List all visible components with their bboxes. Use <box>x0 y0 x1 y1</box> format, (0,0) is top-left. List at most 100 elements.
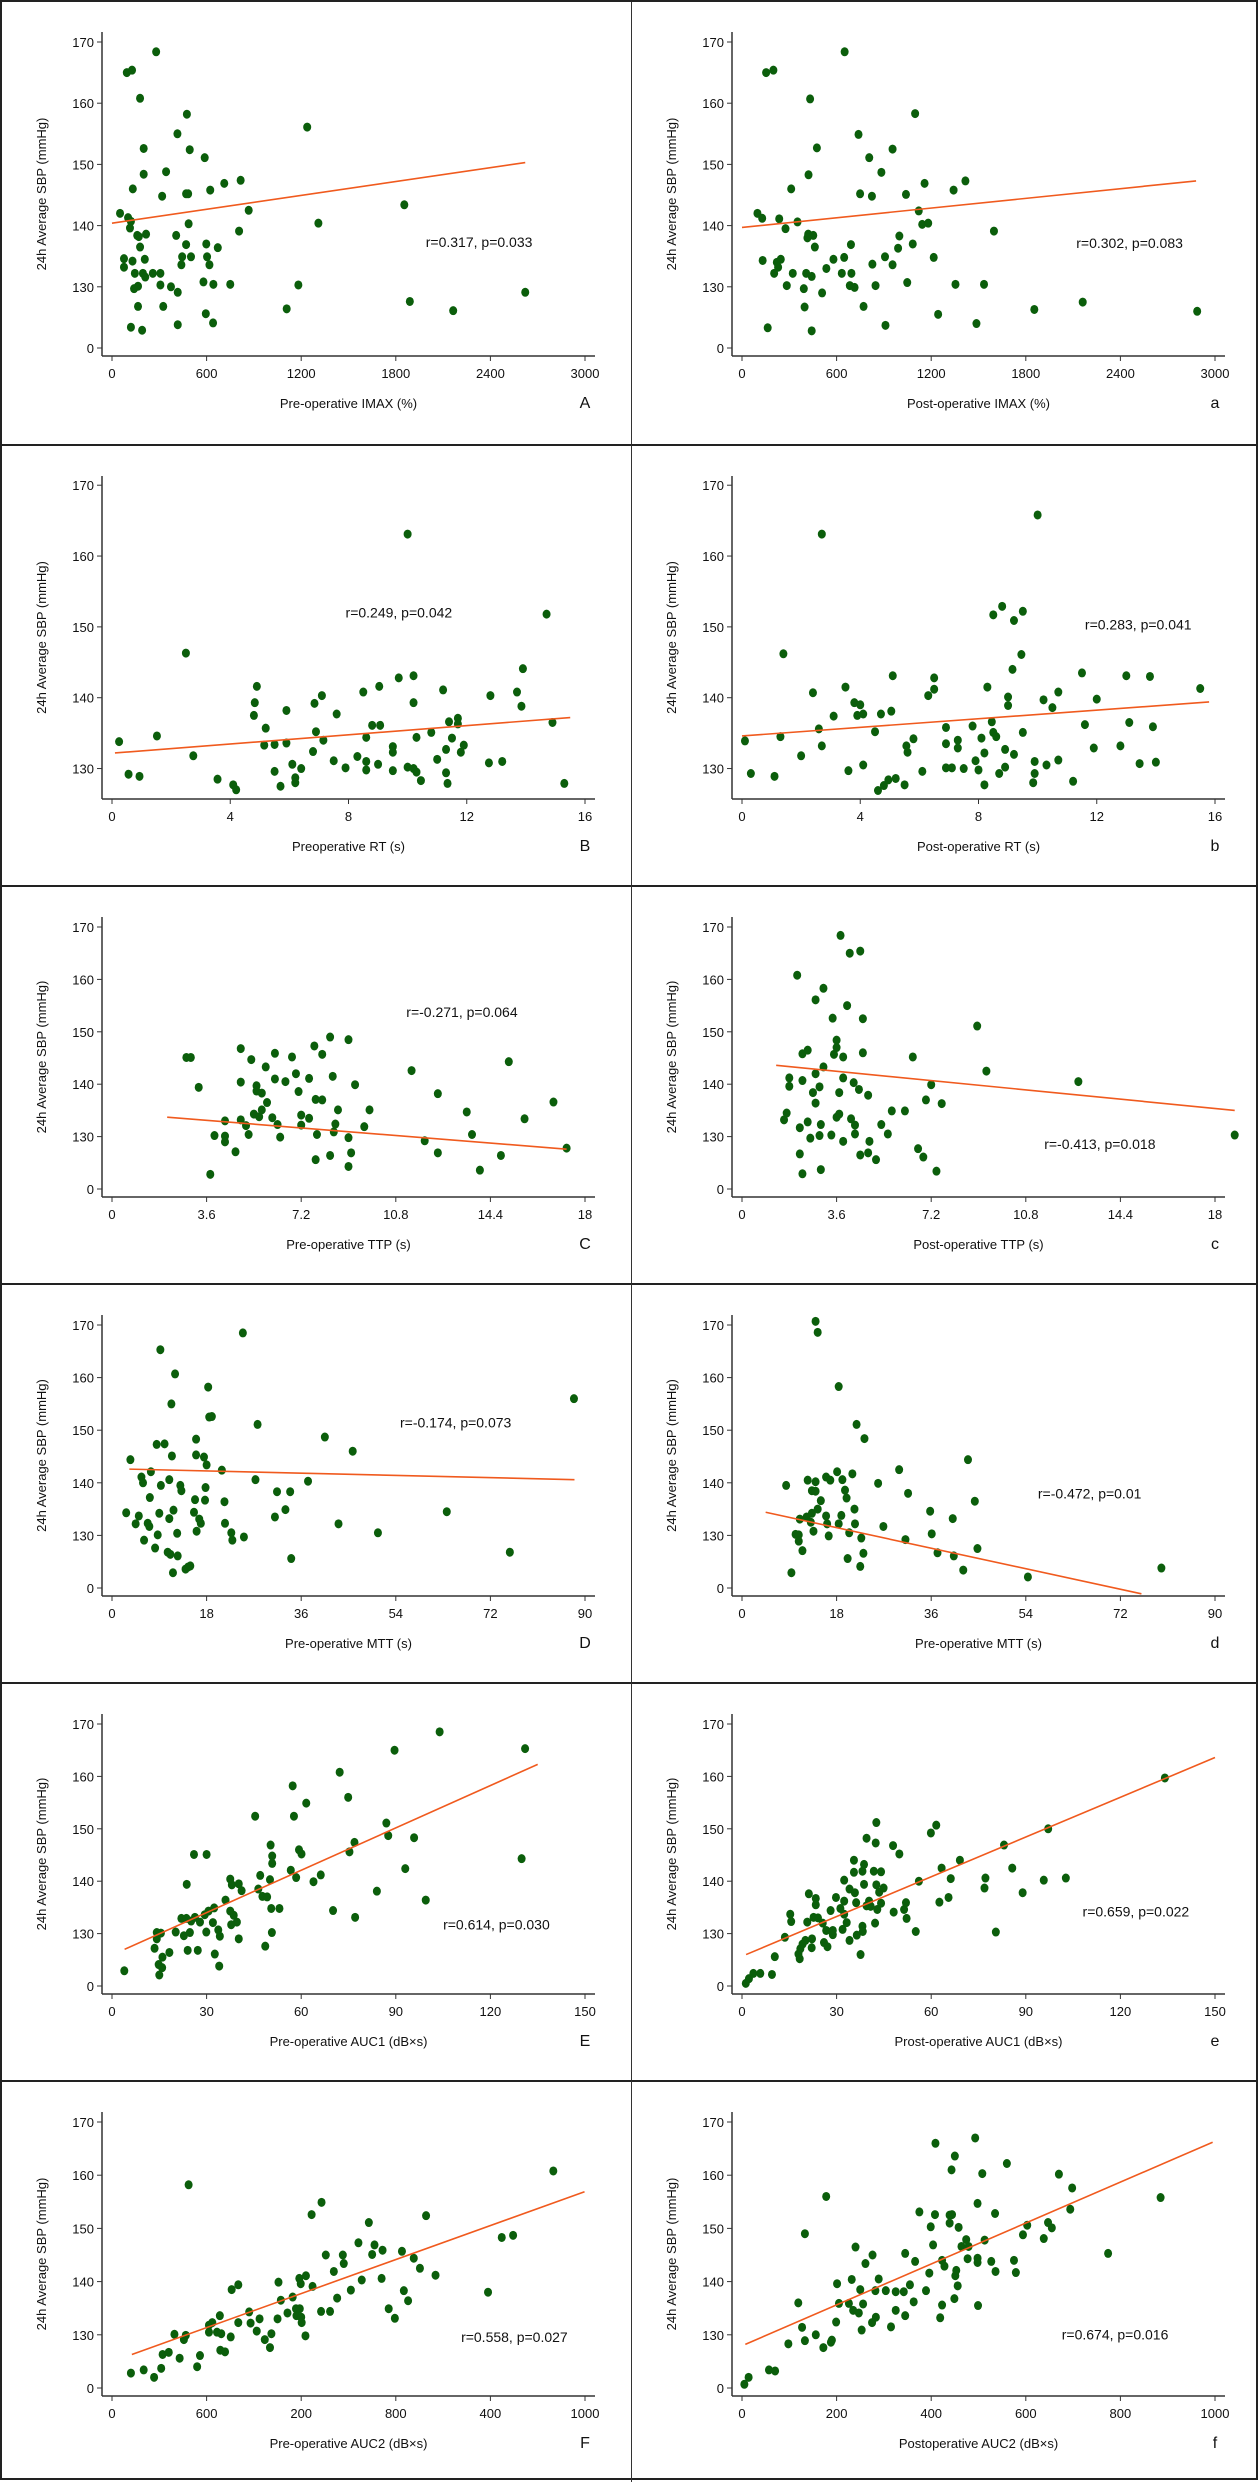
data-point <box>135 771 144 781</box>
data-point <box>1030 769 1039 778</box>
data-point <box>433 1148 442 1158</box>
scatter-panel-F: 0 600 200 800 400 1000 0 130 140 150 160 170 24h Ave… <box>2 2080 632 2482</box>
data-point <box>126 216 135 226</box>
data-point <box>304 1476 313 1486</box>
x-tick-label: 120 <box>480 2004 502 2019</box>
data-point <box>250 698 259 708</box>
data-point <box>826 1475 835 1485</box>
data-point <box>468 1130 477 1140</box>
x-tick-label: 1800 <box>1011 366 1040 381</box>
data-point <box>888 671 897 681</box>
data-point <box>813 1327 822 1337</box>
data-point <box>184 219 193 229</box>
data-point <box>770 771 779 781</box>
data-point <box>835 1088 844 1098</box>
data-point <box>911 2256 920 2266</box>
data-point <box>255 1112 264 1122</box>
data-point <box>973 2257 982 2267</box>
data-point <box>968 721 977 731</box>
y-tick-label: 140 <box>72 219 94 234</box>
data-point <box>840 1896 849 1906</box>
data-point <box>459 740 468 750</box>
x-tick-label: 8 <box>345 809 352 824</box>
x-tick-label: 0 <box>738 2406 745 2421</box>
x-axis-label: Post-operative TTP (s) <box>913 1237 1043 1252</box>
data-point <box>1009 749 1018 759</box>
data-point <box>895 1849 904 1859</box>
data-point <box>950 2151 959 2161</box>
scatter-panel-f: 0 200 400 600 800 1000 0 130 140 150 160 170 24h Ave… <box>632 2080 1258 2482</box>
data-point <box>201 1483 210 1493</box>
scatter-plot-svg: 0 600 1200 1800 2400 3000 0 130 140 150 160 170 24h … <box>664 32 1229 412</box>
data-point <box>281 1077 290 1087</box>
data-point <box>403 529 412 539</box>
data-point <box>439 685 448 695</box>
data-point <box>171 1927 180 1937</box>
data-point <box>158 1952 167 1962</box>
data-point <box>813 1504 822 1514</box>
data-point <box>811 1486 820 1496</box>
data-point <box>980 279 989 289</box>
data-point <box>1068 2183 1077 2193</box>
data-point <box>849 1078 858 1088</box>
y-tick-label: 0 <box>87 1581 94 1596</box>
data-point <box>204 2327 213 2337</box>
scatter-plot-svg: 0 600 1200 1800 2400 3000 0 130 140 150 160 170 24h … <box>34 32 599 412</box>
data-point <box>930 2210 939 2220</box>
data-point <box>196 1518 205 1528</box>
data-point <box>166 1549 175 1559</box>
data-point <box>236 175 245 185</box>
x-tick-label: 3.6 <box>828 1207 846 1222</box>
data-point <box>833 2279 842 2289</box>
data-point <box>131 1519 140 1529</box>
data-point <box>128 256 137 266</box>
data-point <box>185 145 194 155</box>
data-point <box>220 1116 229 1126</box>
data-point <box>955 1855 964 1865</box>
data-point <box>925 2268 934 2278</box>
data-point <box>409 671 418 681</box>
data-point <box>126 1455 135 1465</box>
data-point <box>360 1122 369 1132</box>
y-tick-label: 130 <box>72 1528 94 1543</box>
y-tick-label: 130 <box>702 2328 724 2343</box>
data-point <box>924 218 933 228</box>
data-point <box>134 1511 143 1521</box>
data-point <box>874 1478 883 1488</box>
data-point <box>520 1114 529 1124</box>
data-point <box>795 1123 804 1133</box>
data-point <box>263 1098 272 1108</box>
data-point <box>346 2285 355 2295</box>
data-point <box>115 737 124 747</box>
data-point <box>929 2240 938 2250</box>
data-point <box>275 1903 284 1913</box>
data-point <box>1002 2158 1011 2168</box>
data-point <box>804 170 813 180</box>
data-point <box>901 2311 910 2321</box>
data-point <box>889 1907 898 1917</box>
data-point <box>158 2349 167 2359</box>
data-point <box>785 1081 794 1091</box>
data-point <box>1135 759 1144 769</box>
data-point <box>560 778 569 788</box>
data-point <box>827 1130 836 1140</box>
data-point <box>934 309 943 319</box>
data-point <box>260 2335 269 2345</box>
data-point <box>344 1035 353 1045</box>
data-point <box>807 326 816 336</box>
data-point <box>237 1886 246 1896</box>
data-point <box>232 785 241 795</box>
data-point <box>856 2285 865 2295</box>
scatter-plot-svg: 0 3.6 7.2 10.8 14.4 18 0 130 140 150 160 170 24h Ave… <box>664 917 1239 1253</box>
data-point <box>209 318 218 328</box>
data-point <box>839 1073 848 1083</box>
data-point <box>351 1080 360 1090</box>
data-point <box>158 191 167 201</box>
data-point <box>204 1382 213 1392</box>
data-point <box>442 1507 451 1517</box>
x-axis-label: Pre-operative MTT (s) <box>915 1636 1042 1651</box>
correlation-stat: r=0.614, p=0.030 <box>443 1916 550 1932</box>
y-tick-label: 130 <box>702 1130 724 1145</box>
y-tick-label: 150 <box>72 620 94 635</box>
data-point <box>832 1035 841 1045</box>
